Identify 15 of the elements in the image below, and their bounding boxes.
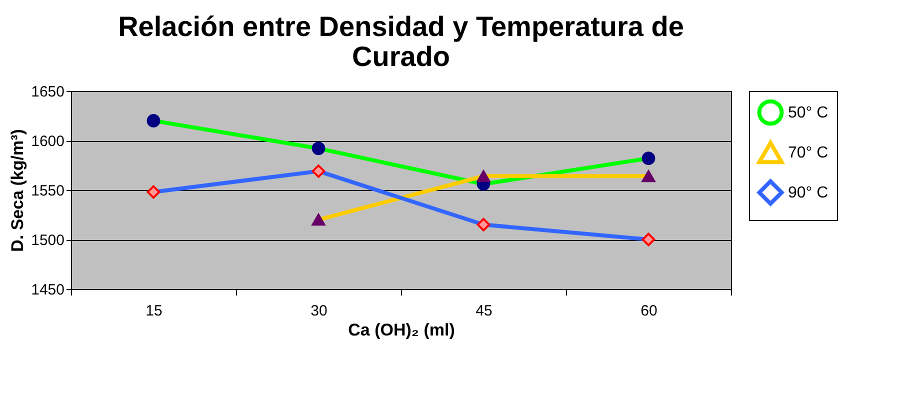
legend-label: 70° C: [788, 144, 828, 162]
x-tick-label: 45: [476, 302, 492, 320]
y-tick-label: 1450: [31, 282, 64, 298]
y-tick-label: 1500: [31, 232, 64, 249]
legend-label: 90° C: [788, 184, 828, 202]
y-axis-title: D. Seca (kg/m³): [8, 129, 28, 252]
y-tick-label: 1600: [31, 133, 64, 150]
x-tick-label: 30: [310, 302, 328, 320]
y-tick-label: 1650: [31, 84, 64, 100]
x-tick-label: 60: [640, 302, 658, 320]
y-tick-label: 1550: [31, 182, 64, 200]
chart-title: Relación entre Densidad y Temperatura de Curado: [118, 11, 684, 72]
x-axis-title: Ca (OH)₂ (ml): [348, 320, 455, 340]
x-tick-label: 15: [146, 302, 162, 320]
legend-label: 50° C: [788, 104, 828, 122]
